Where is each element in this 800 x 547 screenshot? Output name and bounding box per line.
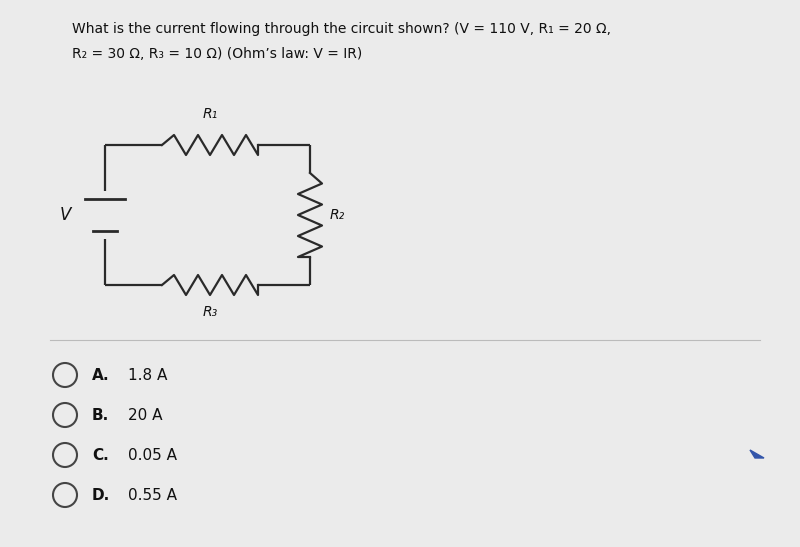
Text: B.: B. (92, 408, 110, 422)
Text: 0.55 A: 0.55 A (128, 487, 177, 503)
Text: R₃: R₃ (202, 305, 218, 319)
Text: D.: D. (92, 487, 110, 503)
Text: 1.8 A: 1.8 A (128, 368, 167, 382)
Text: A.: A. (92, 368, 110, 382)
Text: R₂ = 30 Ω, R₃ = 10 Ω) (Ohm’s law: V = IR): R₂ = 30 Ω, R₃ = 10 Ω) (Ohm’s law: V = IR… (72, 47, 362, 61)
Text: 0.05 A: 0.05 A (128, 447, 177, 463)
Text: C.: C. (92, 447, 109, 463)
Text: V: V (60, 206, 71, 224)
Text: 20 A: 20 A (128, 408, 162, 422)
Polygon shape (750, 450, 764, 458)
Text: R₁: R₁ (202, 107, 218, 121)
Text: What is the current flowing through the circuit shown? (V = 110 V, R₁ = 20 Ω,: What is the current flowing through the … (72, 22, 611, 36)
Text: R₂: R₂ (330, 208, 346, 222)
